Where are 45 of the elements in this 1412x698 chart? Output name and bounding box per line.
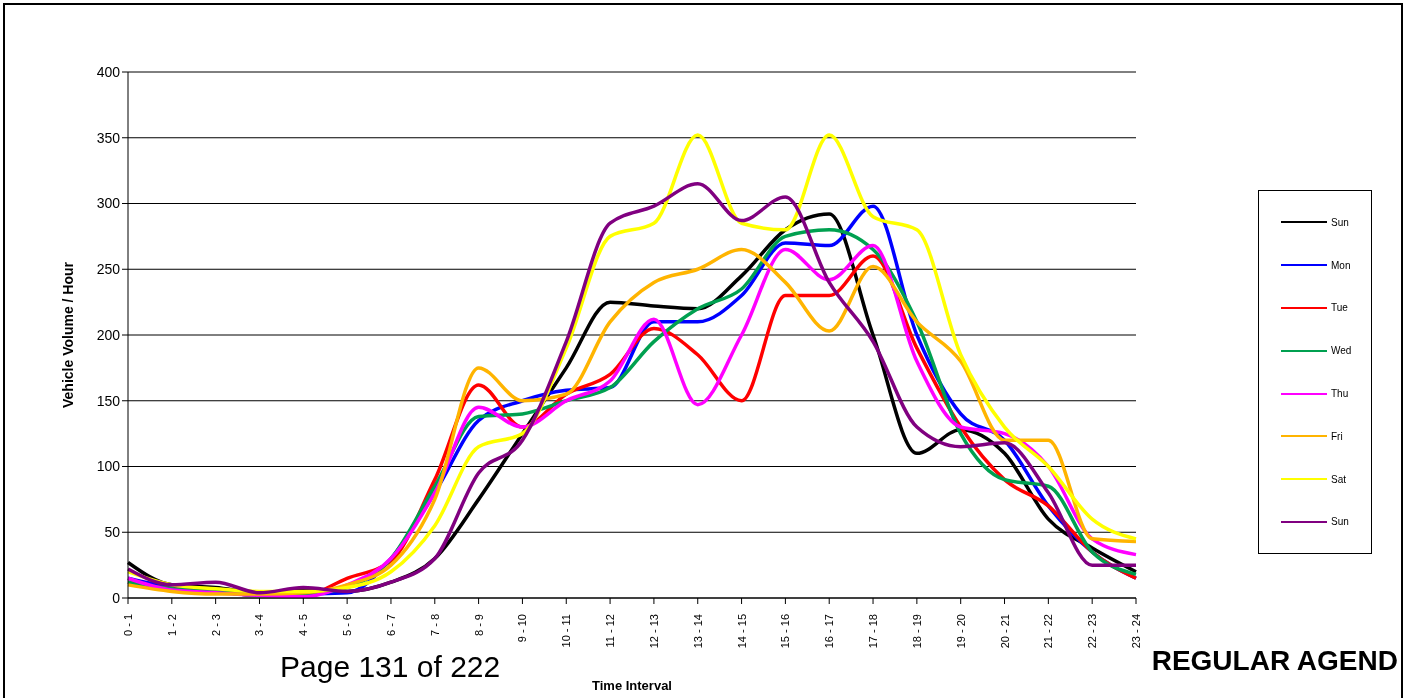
legend-label: Fri <box>1331 430 1343 442</box>
x-tick-label: 21 - 22 <box>1042 614 1055 649</box>
text: Page 131 of 222 <box>280 650 501 684</box>
x-tick-label: 22 - 23 <box>1086 614 1099 649</box>
x-tick-label: 14 - 15 <box>735 614 748 649</box>
legend-label: Mon <box>1331 259 1351 271</box>
x-axis-title: Time Interval <box>592 678 672 693</box>
x-tick-label: 23 - 24 <box>1130 614 1142 649</box>
legend-label: Tue <box>1331 302 1348 314</box>
y-tick-label: 200 <box>96 326 121 343</box>
x-tick-label: 7 - 8 <box>428 614 441 637</box>
x-tick-label: 19 - 20 <box>954 614 967 649</box>
x-tick-label: 0 - 1 <box>122 614 134 637</box>
x-tick-label: 4 - 5 <box>297 614 310 637</box>
x-tick-label: 17 - 18 <box>867 614 880 649</box>
y-tick-label: 50 <box>104 524 121 541</box>
x-tick-label: 1 - 2 <box>165 614 178 637</box>
x-tick-label: 10 - 11 <box>560 614 573 648</box>
legend-label: Sun <box>1331 216 1349 228</box>
x-tick-label: 5 - 6 <box>341 614 354 637</box>
x-tick-label: 15 - 16 <box>779 614 792 649</box>
x-tick-label: 18 - 19 <box>910 614 923 649</box>
legend-label: Sun <box>1331 516 1349 528</box>
y-tick-label: 400 <box>96 63 121 80</box>
x-tick-label: 16 - 17 <box>823 614 836 649</box>
x-tick-label: 13 - 14 <box>691 614 704 649</box>
y-tick-label: 350 <box>96 129 121 146</box>
x-tick-label: 6 - 7 <box>384 614 397 637</box>
y-tick-label: 150 <box>96 392 121 409</box>
x-tick-label: 2 - 3 <box>209 614 222 637</box>
x-tick-label: 11 - 12 <box>604 614 617 648</box>
y-tick-label: 0 <box>112 589 121 606</box>
y-tick-label: 300 <box>96 195 121 212</box>
x-tick-label: 8 - 9 <box>472 614 485 637</box>
legend-label: Wed <box>1331 345 1352 357</box>
x-tick-label: 9 - 10 <box>516 614 529 643</box>
x-tick-label: 20 - 21 <box>998 614 1011 649</box>
text: REGULAR AGEND <box>1151 645 1398 677</box>
legend-label: Thu <box>1331 388 1349 400</box>
x-tick-label: 3 - 4 <box>253 614 266 637</box>
x-tick-label: 12 - 13 <box>647 614 660 649</box>
y-axis-title: Vehicle Volume / Hour <box>59 261 76 409</box>
y-tick-label: 250 <box>96 261 121 278</box>
legend-label: Sat <box>1331 473 1347 485</box>
y-tick-label: 100 <box>96 458 121 475</box>
